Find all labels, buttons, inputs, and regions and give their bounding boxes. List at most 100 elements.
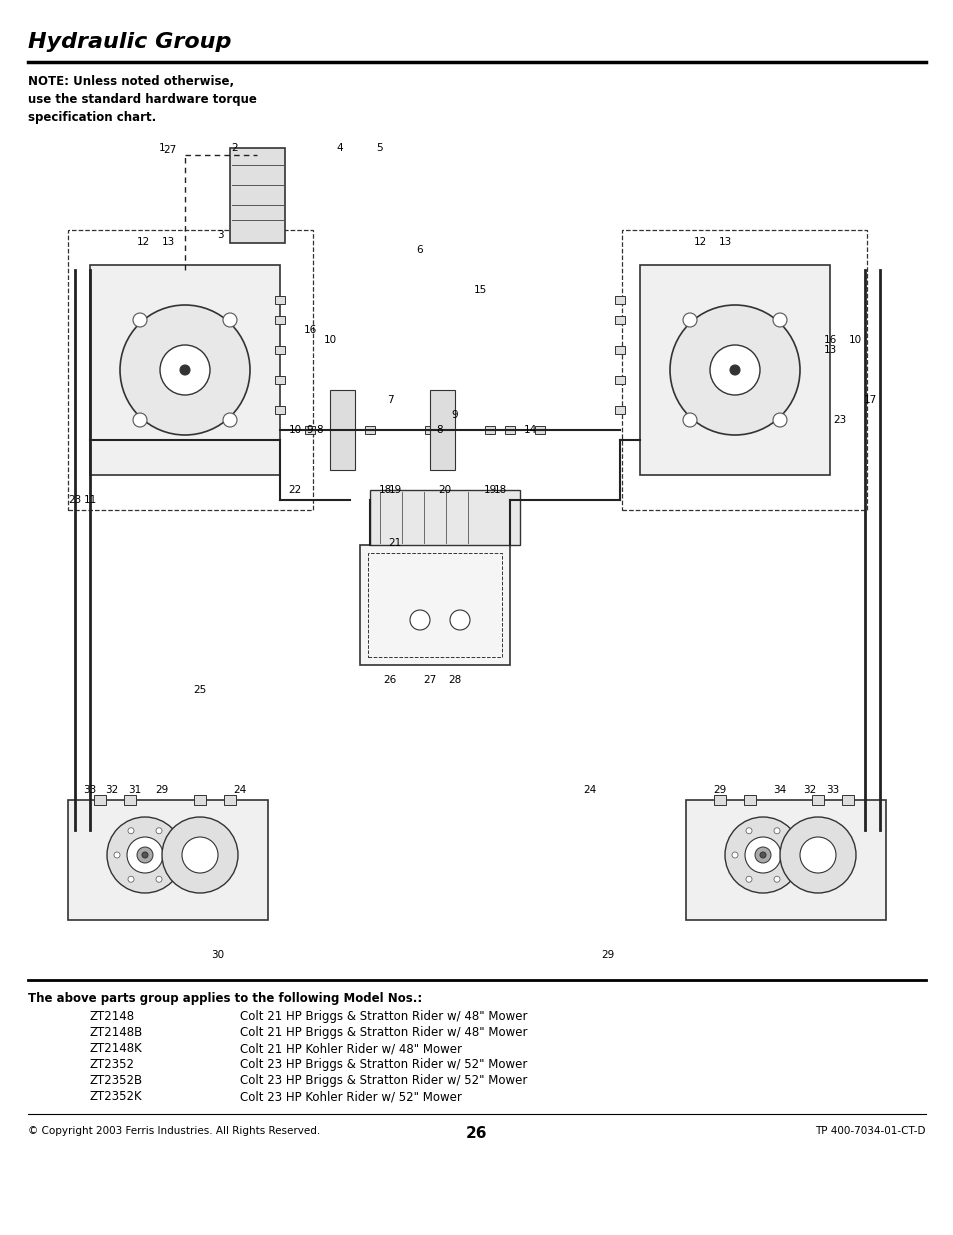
Text: ZT2352B: ZT2352B: [90, 1074, 143, 1087]
Bar: [685, 800, 885, 920]
Circle shape: [724, 818, 801, 893]
Bar: [274, 346, 285, 354]
Bar: [841, 795, 853, 805]
Bar: [124, 795, 136, 805]
Circle shape: [760, 852, 765, 858]
Text: 26: 26: [466, 1126, 487, 1141]
Text: The above parts group applies to the following Model Nos.:: The above parts group applies to the fol…: [28, 992, 422, 1005]
Circle shape: [182, 837, 218, 873]
Bar: [305, 426, 314, 433]
Bar: [94, 795, 106, 805]
Bar: [504, 426, 515, 433]
Text: Colt 21 HP Briggs & Stratton Rider w/ 48" Mower: Colt 21 HP Briggs & Stratton Rider w/ 48…: [240, 1026, 527, 1039]
Text: Colt 21 HP Kohler Rider w/ 48" Mower: Colt 21 HP Kohler Rider w/ 48" Mower: [240, 1042, 461, 1055]
Bar: [424, 426, 435, 433]
Bar: [811, 795, 823, 805]
Circle shape: [180, 366, 190, 375]
Circle shape: [137, 847, 152, 863]
Text: 20: 20: [438, 485, 451, 495]
Text: 19: 19: [388, 485, 401, 495]
Circle shape: [142, 852, 148, 858]
Text: 26: 26: [383, 676, 396, 685]
Text: Colt 23 HP Briggs & Stratton Rider w/ 52" Mower: Colt 23 HP Briggs & Stratton Rider w/ 52…: [240, 1058, 527, 1071]
Circle shape: [410, 610, 430, 630]
Circle shape: [669, 305, 800, 435]
Text: 10: 10: [323, 335, 336, 345]
Bar: [274, 296, 285, 304]
Circle shape: [223, 412, 236, 427]
Circle shape: [787, 852, 793, 858]
Text: 1: 1: [158, 143, 165, 153]
Circle shape: [107, 818, 183, 893]
Text: Colt 23 HP Kohler Rider w/ 52" Mower: Colt 23 HP Kohler Rider w/ 52" Mower: [240, 1091, 461, 1103]
Text: 23: 23: [833, 415, 845, 425]
Text: © Copyright 2003 Ferris Industries. All Rights Reserved.: © Copyright 2003 Ferris Industries. All …: [28, 1126, 320, 1136]
Text: 16: 16: [303, 325, 316, 335]
Bar: [743, 795, 755, 805]
Bar: [535, 426, 544, 433]
Text: Hydraulic Group: Hydraulic Group: [28, 32, 232, 52]
Bar: [224, 795, 235, 805]
Circle shape: [450, 610, 470, 630]
Bar: [359, 545, 510, 664]
Text: 5: 5: [376, 143, 383, 153]
Text: 32: 32: [802, 785, 816, 795]
Text: 12: 12: [693, 237, 706, 247]
Bar: [370, 490, 519, 545]
Text: TP 400-7034-01-CT-D: TP 400-7034-01-CT-D: [815, 1126, 925, 1136]
Text: 23: 23: [69, 495, 82, 505]
Bar: [430, 390, 455, 471]
Text: Colt 21 HP Briggs & Stratton Rider w/ 48" Mower: Colt 21 HP Briggs & Stratton Rider w/ 48…: [240, 1010, 527, 1023]
Circle shape: [800, 837, 835, 873]
Bar: [615, 375, 624, 384]
Circle shape: [170, 852, 175, 858]
Text: ZT2148B: ZT2148B: [90, 1026, 143, 1039]
Circle shape: [162, 818, 237, 893]
Bar: [365, 426, 375, 433]
Bar: [330, 390, 355, 471]
Bar: [615, 346, 624, 354]
Text: 30: 30: [212, 950, 224, 960]
Text: 27: 27: [163, 144, 176, 156]
Circle shape: [223, 312, 236, 327]
Text: 29: 29: [713, 785, 726, 795]
Text: 13: 13: [718, 237, 731, 247]
Circle shape: [709, 345, 760, 395]
Bar: [335, 426, 345, 433]
Text: 21: 21: [388, 538, 401, 548]
Circle shape: [772, 412, 786, 427]
Bar: [484, 426, 495, 433]
Circle shape: [780, 818, 855, 893]
Text: 33: 33: [825, 785, 839, 795]
Bar: [68, 230, 313, 510]
Text: 11: 11: [83, 495, 96, 505]
Text: 34: 34: [773, 785, 786, 795]
Circle shape: [745, 827, 751, 834]
Bar: [368, 553, 501, 657]
Text: 9: 9: [451, 410, 457, 420]
Text: 33: 33: [83, 785, 96, 795]
Circle shape: [682, 312, 697, 327]
Bar: [274, 316, 285, 324]
Bar: [274, 406, 285, 414]
Circle shape: [113, 852, 120, 858]
Circle shape: [754, 847, 770, 863]
Text: 12: 12: [136, 237, 150, 247]
Circle shape: [127, 837, 163, 873]
Circle shape: [744, 837, 781, 873]
Bar: [274, 375, 285, 384]
Text: 13: 13: [161, 237, 174, 247]
Circle shape: [120, 305, 250, 435]
Bar: [68, 800, 268, 920]
Text: 10: 10: [847, 335, 861, 345]
Text: 6: 6: [416, 245, 423, 254]
Bar: [639, 266, 829, 475]
Text: 13: 13: [822, 345, 836, 354]
Circle shape: [160, 345, 210, 395]
Bar: [615, 316, 624, 324]
Text: 25: 25: [193, 685, 207, 695]
Bar: [621, 230, 866, 510]
Text: 24: 24: [583, 785, 596, 795]
Text: 7: 7: [386, 395, 393, 405]
Bar: [615, 406, 624, 414]
